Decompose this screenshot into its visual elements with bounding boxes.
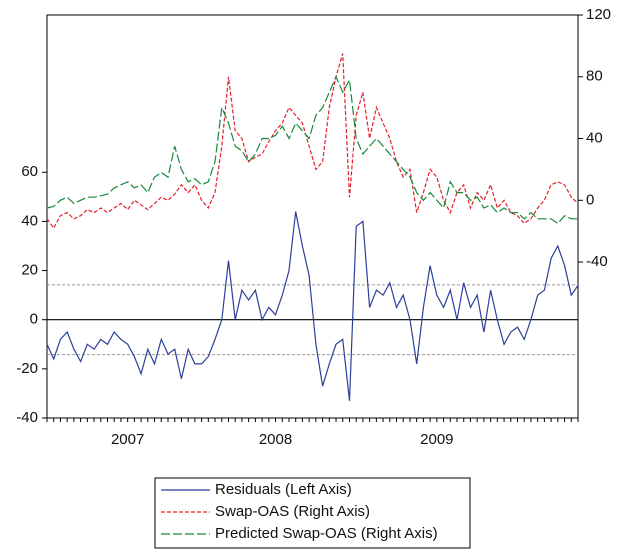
y-tick-label: 20 [21, 262, 38, 279]
y-tick-label: 0 [30, 311, 38, 328]
legend-label: Predicted Swap-OAS (Right Axis) [215, 525, 438, 542]
plot-frame [46, 14, 579, 419]
y2-tick-label: 120 [586, 6, 611, 23]
y2-tick-label: 0 [586, 191, 594, 208]
x-tick-label: 2009 [420, 431, 453, 448]
legend-label: Residuals (Left Axis) [215, 481, 352, 498]
x-tick-label: 2007 [111, 431, 144, 448]
y2-tick-label: -40 [586, 253, 608, 270]
y-tick-label: 60 [21, 163, 38, 180]
y2-tick-label: 40 [586, 129, 603, 146]
x-tick-label: 2008 [259, 431, 292, 448]
series-line [46, 211, 579, 401]
series-line [46, 75, 578, 225]
series-line [46, 53, 579, 230]
legend-label: Swap-OAS (Right Axis) [215, 503, 370, 520]
y-tick-label: -40 [16, 409, 38, 426]
y2-tick-label: 80 [586, 68, 603, 85]
y-tick-label: -20 [16, 360, 38, 377]
y-tick-label: 40 [21, 212, 38, 229]
